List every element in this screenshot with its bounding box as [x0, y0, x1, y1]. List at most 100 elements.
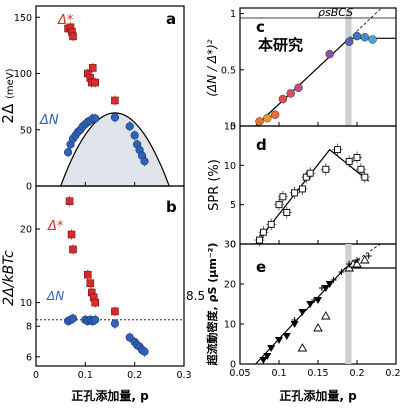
panel-b-letter: b — [166, 198, 177, 216]
delta-star-point — [84, 270, 92, 279]
y-tick-label: 0 — [230, 240, 236, 251]
y-tick-label: 0.5 — [221, 65, 236, 76]
ratio-point — [278, 94, 288, 104]
x-tick-label: 0.2 — [127, 370, 142, 381]
rho-point-filled — [275, 337, 283, 344]
y-label-d: SPR (%) — [207, 159, 222, 211]
rho-point-plus — [330, 277, 337, 283]
spr-point — [256, 236, 263, 244]
y-label-c: (ΔN / Δ*)² — [205, 39, 219, 96]
dome-shading — [59, 112, 171, 187]
x-tick-label: 0.1 — [271, 368, 286, 379]
delta-n-point — [140, 347, 149, 356]
delta-star-point — [111, 307, 119, 316]
y-unit-a: (meV) — [5, 68, 16, 99]
delta-star-point — [65, 197, 74, 205]
spr-point — [275, 201, 283, 209]
ratio-point — [325, 49, 334, 59]
delta-n-point — [63, 148, 73, 157]
delta-star-point — [69, 245, 77, 254]
y-tick-label: 50 — [20, 125, 32, 136]
panel-d-letter: d — [256, 136, 267, 154]
doping-band-e — [345, 244, 352, 364]
x-tick-label: 0.05 — [229, 368, 250, 379]
panel-e-letter: e — [256, 258, 266, 276]
spr-point — [322, 165, 330, 173]
spr-point — [291, 189, 299, 197]
this-work-label: 本研究 — [258, 36, 303, 54]
y-tick-label: 5 — [230, 200, 236, 211]
y-tick-label: 20 — [224, 280, 236, 291]
rho-point-open — [344, 263, 354, 272]
y-tick-label: 10 — [224, 161, 236, 172]
delta-n-point — [140, 157, 149, 166]
ratio-point — [286, 89, 295, 98]
rho-point-plus — [365, 253, 372, 259]
panel-a: 0 50 100 150 a Δ* ΔN 2Δ (meV) — [0, 5, 185, 193]
ratio-point — [368, 35, 377, 44]
panel-d: 0 5 10 15 d SPR (%) — [207, 122, 397, 251]
rho-point-plus — [338, 269, 345, 275]
delta-star-point — [91, 298, 99, 307]
rho-point-open — [352, 259, 362, 268]
rho-point-filled — [325, 281, 334, 288]
x-tick-label: 0.3 — [176, 370, 191, 381]
rho-point-filled — [263, 353, 272, 360]
delta-n-point — [125, 122, 134, 131]
delta-n-point — [68, 314, 78, 323]
y-tick-label: 10 — [20, 298, 32, 309]
spr-point — [298, 185, 306, 193]
rho-point-open — [360, 255, 370, 264]
rho-point-open — [321, 311, 331, 320]
y-tick-label: 6 — [26, 352, 32, 363]
rho-point-filled — [290, 321, 299, 328]
spr-point — [361, 173, 369, 181]
rho-point-plus — [311, 297, 318, 303]
panel-b: 6 8 10 20 0 0.1 0.2 0.3 b Δ* ΔN 8.5 2Δ/kBTc 正孔… — [1, 185, 205, 403]
spr-point — [279, 193, 287, 201]
delta-star-point — [88, 64, 97, 72]
fit-line-d — [255, 148, 370, 245]
ratio-point — [344, 37, 354, 46]
ratio-point — [263, 113, 272, 123]
rho-point-filled — [259, 357, 268, 364]
spr-point — [345, 157, 353, 165]
rho-point-filled — [267, 345, 276, 352]
x-tick-label: 0.1 — [78, 370, 93, 381]
rho-point-filled — [321, 285, 330, 292]
rho-point-plus — [346, 261, 353, 267]
x-tick-label: 0.15 — [307, 368, 328, 379]
y-label-a: 2Δ — [0, 103, 17, 124]
y-tick-label: 150 — [14, 13, 32, 24]
x-tick-label: 0 — [33, 370, 39, 381]
rho-point-filled — [298, 309, 307, 316]
delta-n-point — [91, 315, 100, 324]
rho-point-filled — [282, 333, 291, 340]
spr-point — [334, 146, 341, 154]
y-tick-label: 0 — [26, 182, 32, 193]
panel-b-frame — [35, 185, 185, 367]
y-tick-label: 10 — [224, 320, 236, 331]
rho-point-filled — [314, 297, 322, 304]
spr-point — [302, 173, 310, 181]
rho-point-open — [297, 343, 308, 352]
delta-n-point — [91, 114, 100, 123]
spr-point — [357, 165, 365, 173]
rho-point-plus — [354, 257, 360, 263]
panel-c-letter: c — [256, 18, 265, 36]
y-tick-label: 15 — [224, 122, 236, 133]
ratio-point — [255, 117, 264, 126]
spr-point — [353, 154, 361, 161]
x-tick-label: 0.25 — [385, 368, 400, 379]
delta-n-label-a: ΔN — [39, 113, 59, 128]
delta-n-point — [130, 131, 139, 140]
doping-band-c — [345, 8, 352, 126]
y-tick-label: 0 — [230, 360, 236, 371]
rho-point-open — [313, 323, 323, 332]
rho-point-plus — [318, 285, 325, 291]
x-label-right: 正孔添加量, p — [279, 388, 357, 403]
delta-star-point — [69, 32, 77, 41]
y-tick-label: 1 — [230, 9, 236, 20]
rho-point-plus — [291, 317, 298, 323]
y-tick-label: 100 — [14, 69, 32, 80]
